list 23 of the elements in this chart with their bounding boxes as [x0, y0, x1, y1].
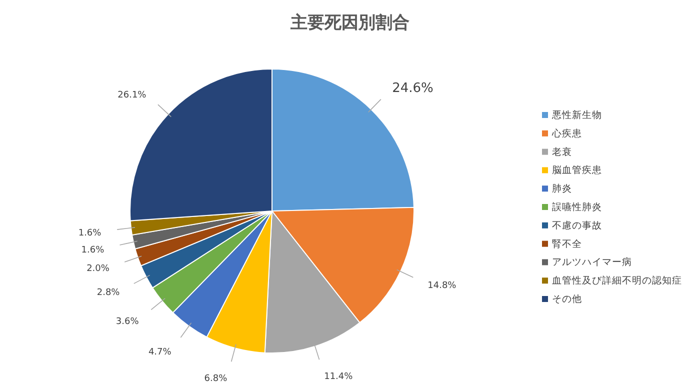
data-label: 11.4%	[324, 372, 354, 382]
legend-label: 誤嚥性肺炎	[552, 201, 602, 213]
legend-label: アルツハイマー病	[552, 256, 632, 268]
data-label: 24.6%	[392, 80, 434, 96]
data-label: 2.0%	[86, 264, 110, 274]
legend-label: 腎不全	[552, 238, 582, 250]
data-label: 4.7%	[148, 347, 172, 358]
data-label: 6.8%	[204, 374, 228, 384]
chart-title: 主要死因別割合	[290, 13, 410, 33]
legend-label: 心疾患	[551, 127, 582, 140]
legend-label: 老衰	[552, 146, 572, 158]
legend-label: 脳血管疾患	[552, 164, 602, 176]
data-label: 3.6%	[116, 316, 140, 327]
legend-label: 不慮の事故	[552, 219, 602, 232]
legend-label: その他	[552, 293, 582, 305]
data-label: 1.6%	[81, 246, 105, 256]
data-label: 2.8%	[96, 288, 120, 298]
data-label: 14.8%	[428, 281, 457, 292]
legend-label: 悪性新生物	[551, 109, 602, 121]
data-label: 1.6%	[78, 228, 102, 238]
legend-label: 肺炎	[552, 182, 572, 195]
data-label: 26.1%	[118, 90, 147, 101]
legend-label: 血管性及び詳細不明の認知症	[552, 274, 682, 287]
